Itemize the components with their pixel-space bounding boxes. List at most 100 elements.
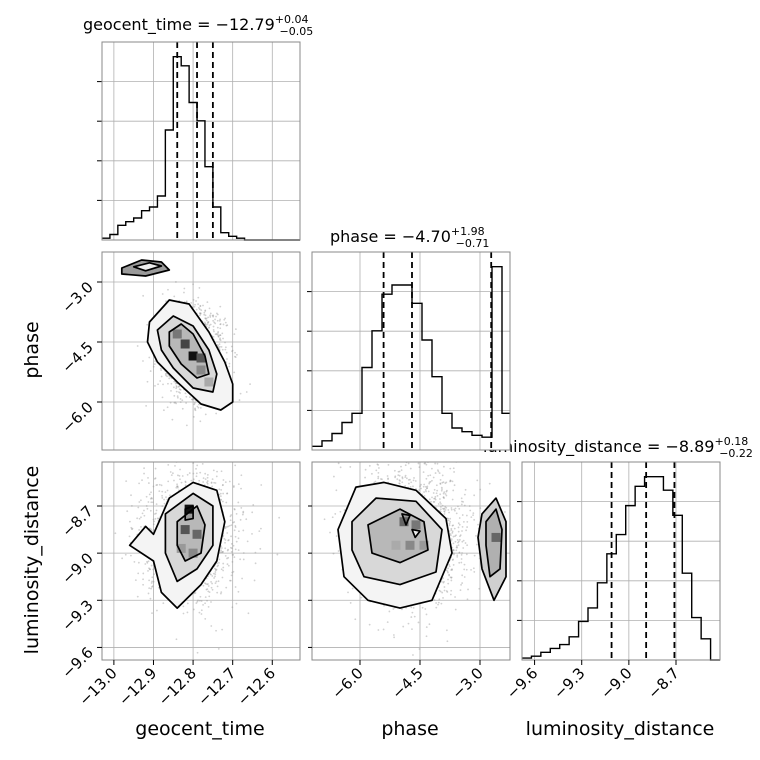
sample-point	[226, 532, 229, 534]
sample-point	[220, 547, 223, 549]
sample-point	[448, 511, 450, 514]
sample-point	[412, 479, 415, 482]
sample-point	[225, 586, 228, 589]
sample-point	[148, 493, 151, 496]
sample-point	[452, 552, 455, 555]
sample-point	[452, 535, 455, 538]
sample-point	[169, 471, 172, 473]
sample-point	[128, 535, 131, 538]
joint-content	[102, 458, 300, 660]
contour-line	[120, 259, 171, 277]
sample-point	[221, 348, 224, 351]
sample-point	[462, 547, 465, 549]
sample-point	[258, 530, 261, 533]
sample-point	[453, 508, 456, 511]
sample-point	[154, 384, 156, 387]
sample-point	[148, 568, 151, 571]
sample-point	[228, 480, 231, 483]
sample-point	[453, 484, 456, 487]
sample-point	[206, 599, 208, 602]
sample-point	[162, 383, 164, 386]
sample-point	[195, 308, 198, 311]
sample-point	[435, 606, 438, 609]
sample-point	[207, 590, 210, 593]
sample-point	[447, 582, 450, 585]
sample-point	[138, 482, 140, 485]
sample-point	[179, 478, 181, 481]
sample-point	[160, 369, 163, 372]
sample-point	[433, 488, 436, 491]
sample-point	[216, 313, 219, 316]
sample-point	[219, 495, 222, 497]
sample-point	[337, 462, 340, 465]
sample-point	[204, 310, 207, 312]
sample-point	[168, 375, 171, 378]
sample-point	[453, 527, 456, 530]
sample-point	[234, 525, 237, 527]
sample-point	[195, 467, 197, 470]
sample-point	[220, 551, 223, 554]
sample-point	[333, 475, 335, 478]
sample-point	[443, 510, 446, 513]
sample-point	[334, 513, 337, 515]
sample-point	[449, 467, 452, 470]
sample-point	[219, 334, 222, 337]
sample-point	[215, 412, 218, 415]
sample-point	[434, 462, 437, 465]
joint-panel-geocent_time-luminosity_distance	[101, 458, 301, 661]
sample-point	[151, 586, 153, 588]
sample-point	[449, 593, 452, 596]
sample-point	[433, 500, 436, 503]
sample-point	[449, 520, 452, 523]
sample-point	[463, 493, 466, 496]
sample-point	[143, 514, 146, 517]
sample-point	[209, 323, 212, 326]
sample-point	[233, 508, 236, 511]
sample-point	[173, 380, 176, 383]
sample-point	[445, 590, 448, 592]
sample-point	[130, 505, 133, 507]
sample-point	[230, 514, 233, 516]
sample-point	[209, 573, 212, 575]
sample-point	[227, 539, 230, 542]
sample-point	[212, 328, 215, 331]
sample-point	[186, 602, 189, 605]
sample-point	[234, 355, 236, 358]
sample-point	[211, 582, 213, 585]
sample-point	[176, 485, 178, 488]
sample-point	[153, 363, 156, 365]
sample-point	[170, 382, 173, 385]
sample-point	[158, 483, 161, 486]
sample-point	[142, 360, 144, 362]
sample-point	[219, 337, 221, 340]
sample-point	[221, 484, 224, 487]
sample-point	[452, 549, 455, 552]
sample-point	[425, 463, 428, 466]
sample-point	[462, 500, 465, 503]
sample-point	[181, 399, 184, 402]
panel-frame	[311, 251, 511, 451]
sample-point	[218, 338, 221, 341]
sample-point	[171, 418, 174, 421]
sample-point	[450, 529, 453, 532]
sample-point	[233, 529, 236, 532]
sample-point	[383, 604, 385, 607]
sample-point	[452, 549, 455, 552]
sample-point	[237, 537, 240, 540]
contour-line	[184, 505, 194, 521]
sample-point	[233, 556, 236, 559]
sample-point	[153, 458, 155, 460]
sample-point	[184, 392, 187, 395]
sample-point	[442, 465, 445, 468]
sample-point	[428, 623, 431, 626]
sample-point	[136, 345, 139, 347]
sample-point	[460, 583, 463, 586]
sample-point	[232, 485, 235, 487]
sample-point	[476, 479, 479, 482]
sample-point	[181, 475, 184, 477]
sample-point	[226, 549, 229, 552]
sample-point	[150, 587, 152, 590]
sample-point	[473, 518, 476, 521]
sample-point	[224, 341, 226, 344]
joint-content	[312, 462, 510, 660]
